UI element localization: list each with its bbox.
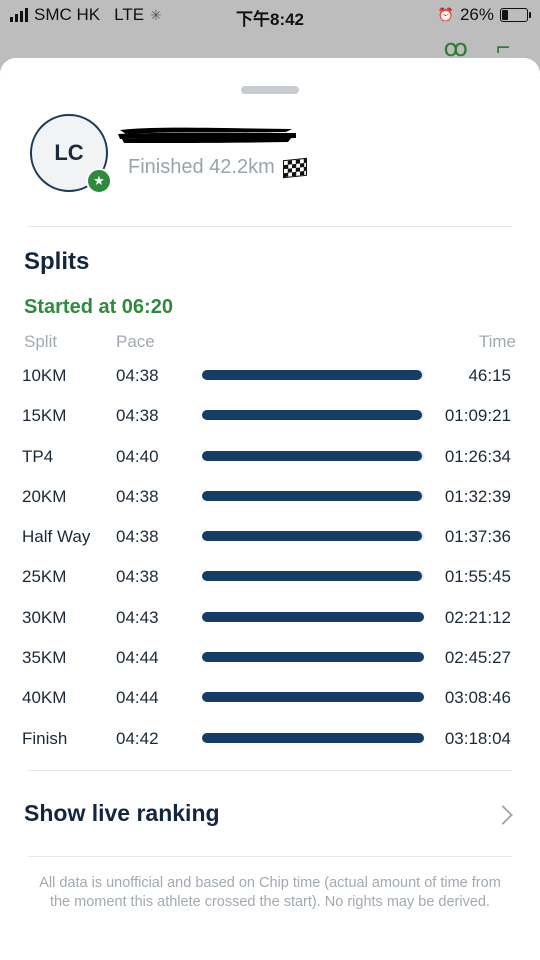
pace-bar xyxy=(202,370,422,380)
disclaimer-text: All data is unofficial and based on Chip… xyxy=(39,875,501,910)
athlete-sheet[interactable]: LC ★ Finished 42.2km Splits Started at 0… xyxy=(0,58,540,960)
split-name: TP4 xyxy=(22,446,54,466)
show-live-ranking-label[interactable]: Show live ranking xyxy=(24,800,220,826)
splits-title: Splits xyxy=(24,248,90,275)
split-time: 01:32:39 xyxy=(444,486,511,506)
header-time: Time xyxy=(478,332,516,351)
split-pace: 04:38 xyxy=(116,406,159,426)
split-pace: 04:38 xyxy=(116,366,159,385)
header-pace: Pace xyxy=(116,332,155,351)
sheet-drag-handle[interactable] xyxy=(241,86,299,94)
star-badge-icon: ★ xyxy=(86,168,112,194)
split-pace: 04:38 xyxy=(116,527,159,547)
divider xyxy=(28,226,512,227)
pace-bar xyxy=(202,611,424,622)
split-name: 10KM xyxy=(22,366,67,385)
pace-bar-track xyxy=(202,571,424,582)
split-time: 01:26:34 xyxy=(444,446,511,466)
divider xyxy=(28,856,512,857)
pace-bar xyxy=(202,732,424,743)
avatar: LC ★ xyxy=(30,114,112,194)
split-row: 25KM 04:38 01:55:45 xyxy=(0,555,540,595)
split-row: Half Way 04:38 01:37:36 xyxy=(0,515,540,555)
network-label: LTE xyxy=(114,5,145,24)
split-pace: 04:38 xyxy=(116,486,159,506)
split-row: 40KM 04:44 03:08:46 xyxy=(0,676,540,716)
pace-bar xyxy=(202,652,424,663)
finished-text: Finished 42.2km xyxy=(128,156,275,178)
split-time: 46:15 xyxy=(468,366,511,385)
split-row: 20KM 04:38 01:32:39 xyxy=(0,475,540,515)
pace-bar-track xyxy=(202,410,424,421)
split-row: Finish 04:42 03:18:04 xyxy=(0,717,540,757)
pace-bar xyxy=(202,410,422,421)
redacted-name xyxy=(118,127,296,143)
split-pace: 04:38 xyxy=(116,567,159,587)
battery-icon xyxy=(500,8,531,22)
split-time: 02:21:12 xyxy=(444,607,511,627)
split-name: 35KM xyxy=(22,648,67,668)
pace-bar-track xyxy=(202,531,424,542)
pace-bar-track xyxy=(202,611,424,622)
pace-bar-track xyxy=(202,450,424,461)
split-name: Finish xyxy=(22,728,68,748)
pace-bar xyxy=(202,692,424,703)
split-time: 01:09:21 xyxy=(444,406,511,426)
split-name: 20KM xyxy=(22,486,67,506)
notification-icon: ⌐ xyxy=(495,34,510,61)
split-name: 30KM xyxy=(22,607,67,627)
status-bar: SMC HK LTE ✳ 下午8:42 ⏰ 26% xyxy=(0,0,540,32)
started-time: Started at 06:20 xyxy=(24,296,173,318)
status-left: SMC HK LTE ✳ xyxy=(10,5,162,25)
pace-bar-track xyxy=(202,490,424,501)
divider xyxy=(28,770,512,771)
pace-bar-track xyxy=(202,692,424,703)
signal-icon xyxy=(10,8,28,22)
split-time: 03:08:46 xyxy=(444,688,511,708)
split-pace: 04:44 xyxy=(116,648,159,668)
pace-bar-track xyxy=(202,732,424,743)
alarm-icon: ⏰ xyxy=(437,7,454,22)
split-time: 01:55:45 xyxy=(444,567,511,587)
friends-icon: ꝏ xyxy=(443,35,468,62)
split-row: 35KM 04:44 02:45:27 xyxy=(0,636,540,676)
battery-percent: 26% xyxy=(459,5,494,24)
split-name: 15KM xyxy=(22,406,67,426)
finished-status: Finished 42.2km xyxy=(128,156,307,179)
split-pace: 04:42 xyxy=(116,728,159,748)
split-pace: 04:44 xyxy=(116,688,159,708)
pace-bar xyxy=(202,490,422,501)
split-row: 10KM 04:38 46:15 xyxy=(0,354,540,394)
pace-bar-track xyxy=(202,370,424,380)
status-time: 下午8:42 xyxy=(235,10,305,29)
split-name: Half Way xyxy=(22,527,91,547)
pace-bar xyxy=(202,450,422,461)
pace-bar xyxy=(202,571,422,582)
split-name: 25KM xyxy=(22,567,67,587)
carrier-label: SMC HK xyxy=(34,5,101,24)
checkered-flag-icon xyxy=(282,157,307,178)
split-pace: 04:40 xyxy=(116,446,159,466)
status-right: ⏰ 26% xyxy=(437,5,531,25)
split-time: 03:18:04 xyxy=(444,728,511,748)
header-split: Split xyxy=(24,332,58,351)
pace-bar xyxy=(202,531,422,542)
split-row: TP4 04:40 01:26:34 xyxy=(0,435,540,475)
split-row: 15KM 04:38 01:09:21 xyxy=(0,394,540,434)
avatar-initials: LC xyxy=(54,140,84,165)
activity-icon: ✳ xyxy=(150,6,162,23)
split-pace: 04:43 xyxy=(116,607,159,627)
split-time: 02:45:27 xyxy=(444,648,511,668)
splits-table: 10KM 04:38 46:15 15KM 04:38 01:09:21 TP4 04:40 0… xyxy=(0,354,540,757)
split-row: 30KM 04:43 02:21:12 xyxy=(0,596,540,636)
split-name: 40KM xyxy=(22,688,67,708)
battery-fill xyxy=(502,10,509,20)
split-time: 01:37:36 xyxy=(444,527,511,547)
pace-bar-track xyxy=(202,652,424,663)
background-app-icons: ꝏ ⌐ xyxy=(444,34,510,63)
